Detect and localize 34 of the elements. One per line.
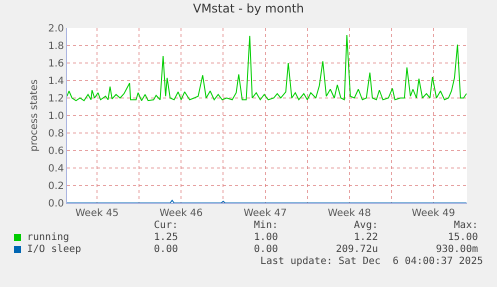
- text: Max:: [454, 220, 478, 231]
- line-series: [67, 34, 467, 102]
- x-tick-label: Week 49: [412, 208, 456, 219]
- y-tick-label: 1.0: [48, 111, 64, 122]
- text: Avg:: [354, 220, 378, 231]
- text: 1.22: [354, 232, 378, 243]
- y-tick-label: 0.4: [48, 164, 64, 174]
- chart-title: VMstat - by month: [192, 2, 304, 16]
- text: Last update: Sat Dec 6 04:00:37 2025: [260, 256, 483, 267]
- x-tick-label: Week 48: [328, 208, 372, 219]
- text: 209.72u: [336, 244, 378, 255]
- y-tick-label: 0.6: [48, 146, 64, 157]
- y-axis-title: process states: [29, 79, 40, 152]
- legend-label: running: [27, 232, 70, 243]
- y-tick-label: 0.2: [48, 181, 64, 192]
- text: Cur:: [154, 220, 178, 231]
- text: 15.00: [448, 232, 478, 243]
- y-tick-label: 0.0: [48, 198, 64, 210]
- y-tick-label: 1.4: [48, 76, 64, 87]
- text: 1.00: [254, 232, 278, 243]
- text: 930.00m: [436, 244, 478, 255]
- x-tick-label: Week 45: [75, 208, 119, 219]
- y-tick-label: 1.2: [48, 94, 64, 104]
- text: 0.00: [154, 244, 178, 255]
- y-tick-label: 1.8: [48, 41, 64, 52]
- x-tick-label: Week 46: [159, 208, 203, 219]
- text: 1.25: [154, 232, 178, 243]
- legend-label: I/O sleep: [27, 244, 82, 255]
- x-tick-label: Week 47: [244, 208, 287, 219]
- y-tick-label: 2.0: [48, 24, 64, 34]
- y-tick-label: 1.6: [48, 58, 64, 70]
- text: 0.00: [254, 244, 278, 255]
- text: Min:: [254, 220, 278, 231]
- y-tick-label: 0.8: [48, 128, 64, 140]
